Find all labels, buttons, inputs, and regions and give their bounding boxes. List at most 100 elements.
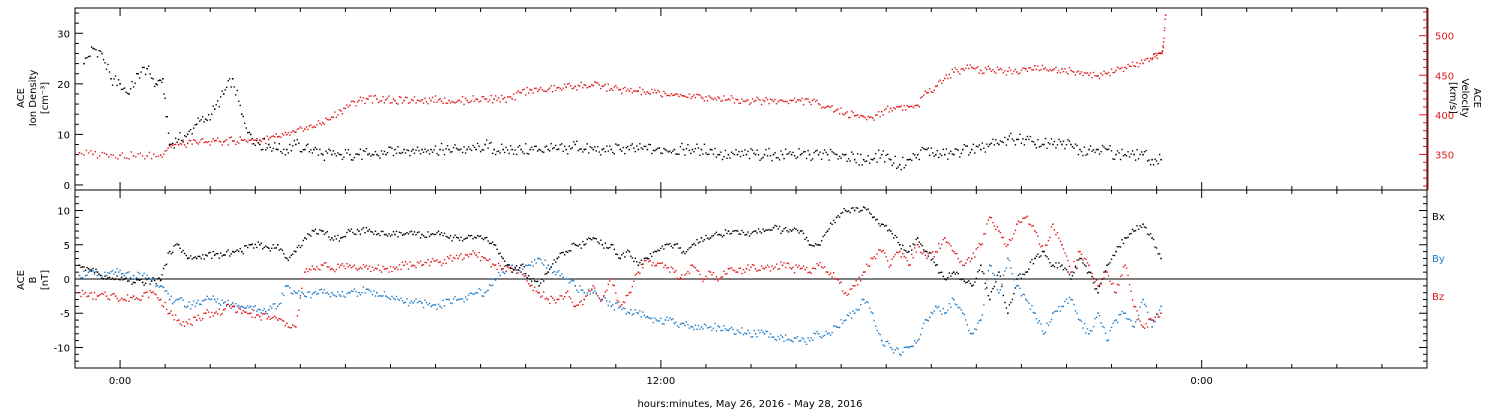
by-series-point: [470, 292, 473, 294]
by-series-point: [458, 298, 461, 301]
velocity-series-point: [201, 137, 204, 140]
by-series-point: [723, 325, 725, 327]
by-series-point: [245, 307, 247, 309]
by-series-point: [391, 295, 393, 298]
bz-series-point: [825, 271, 827, 273]
by-series-point: [506, 264, 509, 267]
density-series-point: [443, 153, 446, 156]
velocity-series-point: [856, 114, 859, 116]
by-series-point: [96, 274, 99, 277]
velocity-series-point: [947, 77, 949, 80]
velocity-series-point: [921, 95, 923, 98]
bz-series-point: [274, 315, 276, 317]
density-series-point: [332, 150, 335, 152]
by-series-point: [532, 265, 534, 267]
by-series-point: [266, 313, 268, 315]
bz-series-point: [989, 216, 991, 219]
velocity-series-point: [212, 138, 214, 140]
velocity-series-point: [1026, 70, 1029, 72]
bx-series-point: [473, 236, 476, 238]
by-series-point: [90, 268, 93, 271]
bx-series-point: [488, 242, 491, 245]
by-series-point: [969, 332, 972, 334]
density-series-point: [198, 120, 201, 122]
velocity-series-point: [903, 105, 905, 107]
bx-series-point: [882, 223, 884, 226]
density-series-point: [545, 145, 548, 147]
density-series-point: [1115, 153, 1117, 156]
density-series-point: [1056, 144, 1059, 146]
bz-series-point: [1146, 326, 1149, 328]
bz-series-point: [183, 325, 186, 327]
velocity-series-point: [81, 153, 83, 155]
bz-series-point: [1005, 245, 1008, 248]
bx-series-point: [207, 252, 210, 254]
bz-series-point: [765, 266, 767, 268]
density-series-point: [521, 151, 524, 153]
bz-series-point: [413, 265, 416, 267]
bz-series-point: [1122, 266, 1125, 268]
by-series-point: [840, 319, 842, 321]
bz-series-point: [766, 264, 769, 266]
bz-series-point: [1155, 313, 1158, 315]
by-series-point: [256, 310, 258, 312]
bz-series-point: [189, 323, 192, 325]
bx-series-point: [494, 244, 497, 246]
by-series-point: [957, 306, 960, 309]
bx-series-point: [855, 207, 857, 209]
bz-series-point: [1109, 280, 1111, 282]
bx-series-point: [153, 279, 156, 282]
density-series-point: [760, 157, 763, 160]
by-series-point: [93, 273, 96, 275]
density-series-point: [1004, 136, 1006, 139]
bz-series-point: [140, 299, 142, 301]
by-series-point: [679, 323, 682, 325]
density-series-point: [110, 77, 112, 80]
velocity-series-point: [1152, 57, 1154, 59]
bx-series-point: [116, 275, 118, 277]
by-series-point: [676, 325, 679, 327]
bz-series-point: [594, 287, 596, 289]
bx-series-point: [649, 253, 652, 255]
by-series-point: [425, 301, 428, 304]
velocity-series-point: [643, 91, 646, 93]
bz-series-point: [983, 233, 985, 235]
density-series-point: [1010, 132, 1012, 135]
density-series-point: [116, 84, 118, 87]
bx-series-point: [454, 234, 456, 236]
density-series-point: [838, 155, 841, 158]
bx-series-point: [927, 255, 929, 257]
bz-series-point: [442, 262, 444, 265]
density-series-point: [123, 87, 126, 89]
velocity-series-point: [646, 91, 649, 93]
bz-series-point: [789, 266, 791, 269]
velocity-series-point: [783, 100, 785, 103]
density-series-point: [943, 153, 946, 156]
density-series-point: [1142, 153, 1144, 156]
bx-series-point: [723, 234, 725, 237]
by-series-point: [185, 306, 187, 309]
by-series-point: [1079, 319, 1081, 321]
by-series-point: [714, 322, 716, 325]
by-series-point: [472, 293, 474, 296]
bz-series-point: [781, 264, 784, 267]
density-series-point: [684, 154, 686, 156]
density-series-point: [394, 148, 396, 151]
velocity-series-point: [843, 113, 845, 116]
by-series-point: [490, 284, 492, 287]
bx-series-point: [524, 272, 527, 275]
bz-series-point: [538, 291, 540, 294]
by-series-point: [808, 339, 811, 342]
density-series-point: [183, 135, 186, 137]
bx-series-point: [1157, 253, 1159, 255]
velocity-series-point: [598, 84, 600, 86]
by-series-point: [364, 292, 366, 294]
bx-series-point: [84, 269, 87, 271]
by-series-point: [777, 335, 779, 338]
by-series-point: [729, 328, 731, 330]
bz-series-point: [1145, 323, 1147, 325]
density-series-point: [518, 144, 521, 147]
density-series-point: [1116, 150, 1119, 152]
by-series-point: [283, 294, 285, 297]
bx-series-point: [428, 235, 431, 238]
